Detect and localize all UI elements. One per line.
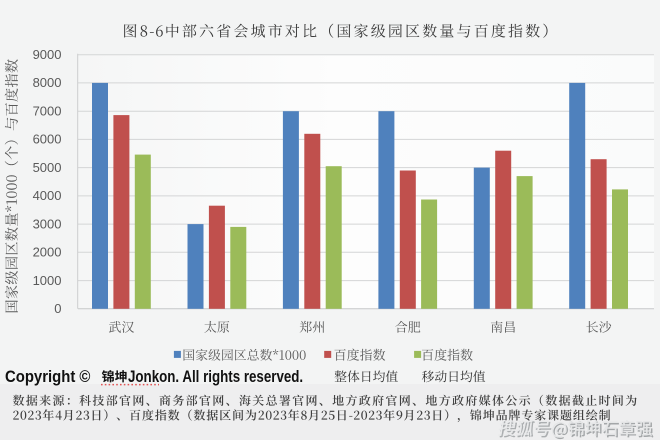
svg-text:5000: 5000 — [33, 160, 62, 175]
svg-text:1000: 1000 — [33, 273, 62, 288]
svg-text:3000: 3000 — [33, 216, 62, 231]
svg-text:4000: 4000 — [33, 188, 62, 203]
svg-text:0: 0 — [54, 301, 61, 316]
svg-text:8000: 8000 — [33, 75, 62, 90]
svg-text:7000: 7000 — [33, 104, 62, 119]
svg-text:Jonkon. All rights reserved.: Jonkon. All rights reserved. — [128, 369, 303, 386]
svg-text:2000: 2000 — [33, 245, 62, 260]
svg-text:Copyright ©: Copyright © — [5, 368, 91, 386]
svg-text:9000: 9000 — [33, 47, 62, 62]
svg-text:6000: 6000 — [33, 132, 62, 147]
